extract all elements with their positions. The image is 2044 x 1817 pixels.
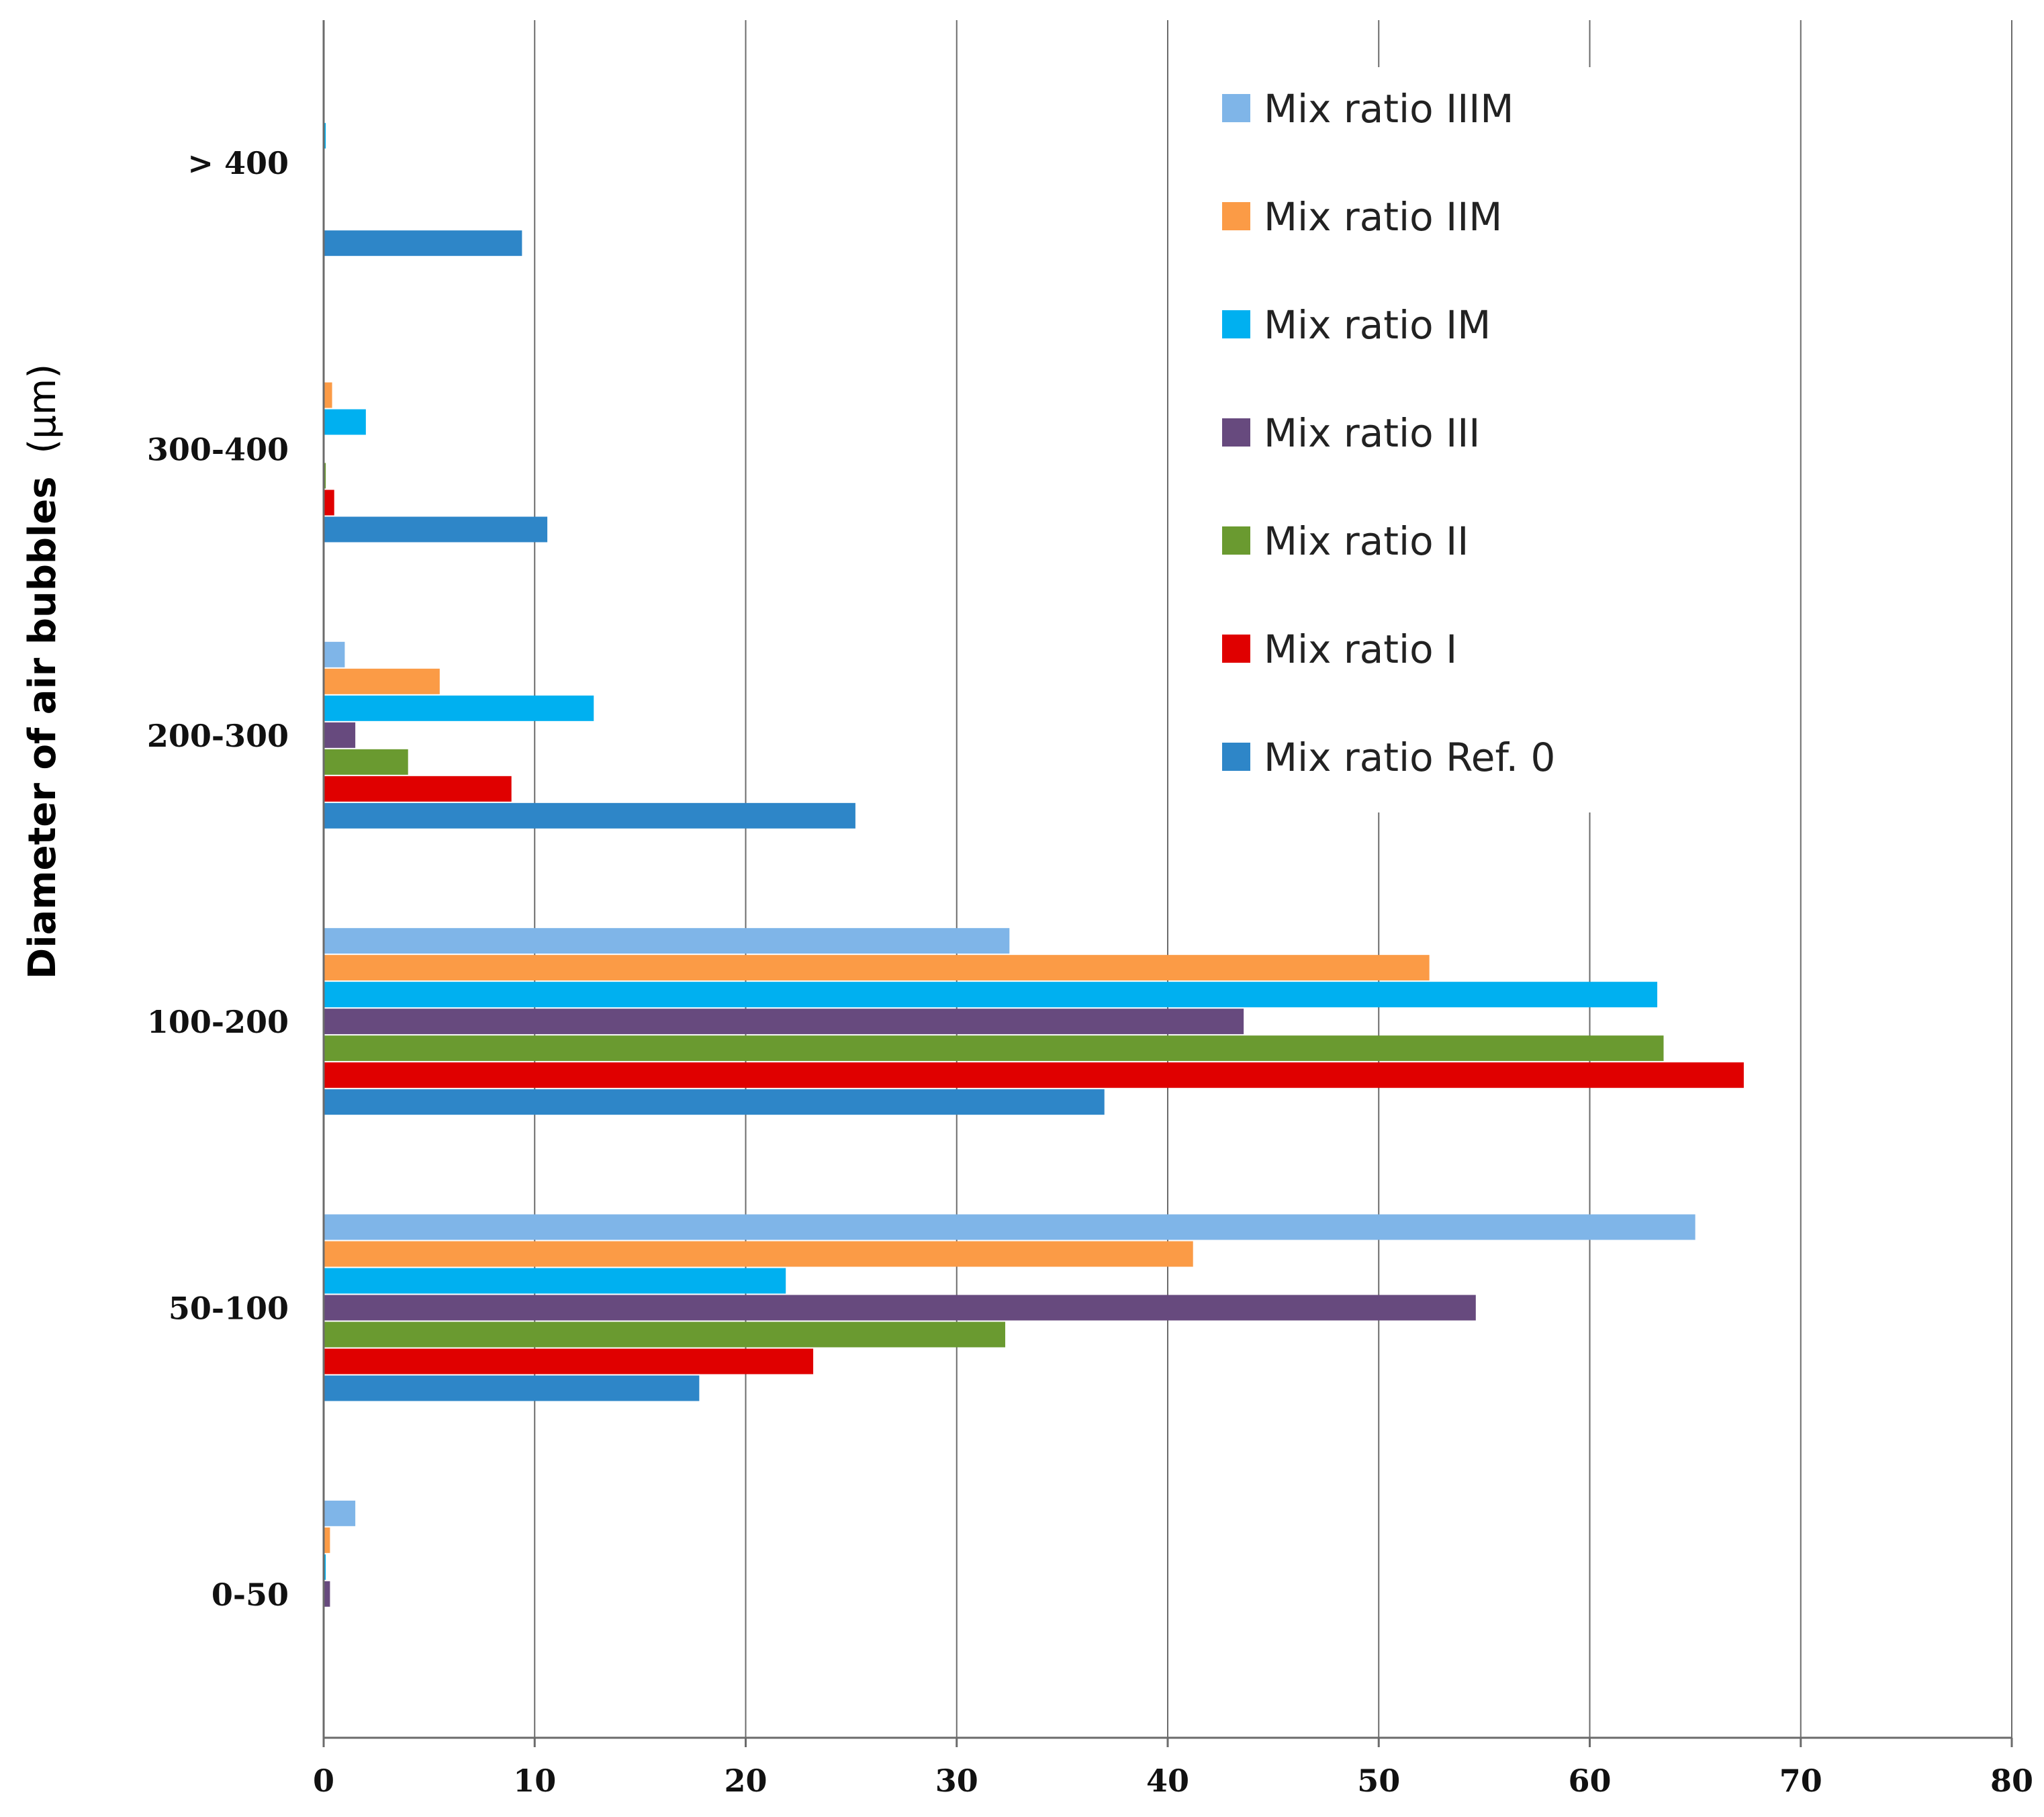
bar [324, 1500, 356, 1526]
bar [324, 230, 522, 257]
bar [324, 463, 326, 489]
legend-swatch [1222, 635, 1250, 663]
x-tick-label: 50 [1357, 1763, 1400, 1799]
x-tick-label: 20 [724, 1763, 767, 1799]
bar [324, 1214, 1695, 1240]
legend-label: Mix ratio IIM [1264, 194, 1502, 240]
x-tick-label: 80 [1990, 1763, 2033, 1799]
legend-swatch [1222, 743, 1250, 771]
bar [324, 382, 332, 408]
bar [324, 749, 408, 775]
bar-series [324, 123, 1744, 1607]
bar [324, 490, 334, 516]
bar [324, 695, 594, 721]
bar [324, 955, 1430, 981]
bar [324, 668, 440, 694]
y-axis-label: Diameter of air bubbles (μm) [21, 364, 64, 979]
legend-swatch [1222, 310, 1250, 338]
x-tick-label: 0 [313, 1763, 334, 1799]
legend-label: Mix ratio III [1264, 410, 1480, 456]
bar [324, 123, 326, 149]
legend-label: Mix ratio IM [1264, 302, 1491, 348]
bar [324, 641, 345, 667]
x-tick-label: 70 [1779, 1763, 1822, 1799]
legend-label: Mix ratio IIIM [1264, 86, 1514, 132]
bar [324, 802, 855, 829]
x-tick-label: 10 [513, 1763, 556, 1799]
bar [324, 409, 366, 435]
legend-swatch [1222, 418, 1250, 447]
bar [324, 776, 512, 802]
y-tick-label: 100-200 [147, 1004, 289, 1040]
bar [324, 1375, 700, 1401]
bar [324, 722, 356, 748]
bar [324, 1089, 1105, 1115]
x-tick-label: 60 [1568, 1763, 1611, 1799]
legend: Mix ratio IIIM Mix ratio IIM Mix ratio IM M… [1175, 67, 1591, 812]
legend-swatch [1222, 94, 1250, 122]
bar [324, 1009, 1244, 1035]
y-tick-label: 200-300 [147, 718, 289, 754]
x-tick-label: 40 [1146, 1763, 1189, 1799]
bar [324, 1241, 1193, 1267]
bar [324, 1062, 1744, 1088]
bar [324, 1554, 326, 1580]
y-tick-label: > 400 [187, 145, 289, 181]
legend-label: Mix ratio Ref. 0 [1264, 735, 1555, 780]
y-tick-label: 0-50 [212, 1577, 289, 1613]
bar [324, 1527, 330, 1553]
axes [322, 20, 2013, 1747]
x-tick-label: 30 [935, 1763, 978, 1799]
legend-label: Mix ratio II [1264, 518, 1469, 564]
y-axis-label-unit: (μm) [21, 364, 64, 454]
bar [324, 1268, 786, 1294]
bar [324, 1295, 1476, 1321]
bar [324, 1035, 1664, 1062]
bar [324, 1321, 1006, 1348]
legend-swatch [1222, 526, 1250, 555]
y-tick-labels: 0-50 50-100 100-200 200-300 300-400 > 400 [147, 145, 289, 1613]
bar [324, 928, 1010, 954]
y-tick-label: 300-400 [147, 432, 289, 468]
x-tick-labels: 0 10 20 30 40 50 60 70 80 [313, 1763, 2033, 1799]
bar [324, 982, 1658, 1008]
bar [324, 516, 548, 543]
y-axis-label-main: Diameter of air bubbles [21, 476, 64, 979]
legend-swatch [1222, 202, 1250, 230]
y-tick-label: 50-100 [169, 1291, 289, 1327]
bar [324, 1348, 814, 1375]
legend-label: Mix ratio I [1264, 626, 1457, 672]
bar [324, 1581, 330, 1607]
